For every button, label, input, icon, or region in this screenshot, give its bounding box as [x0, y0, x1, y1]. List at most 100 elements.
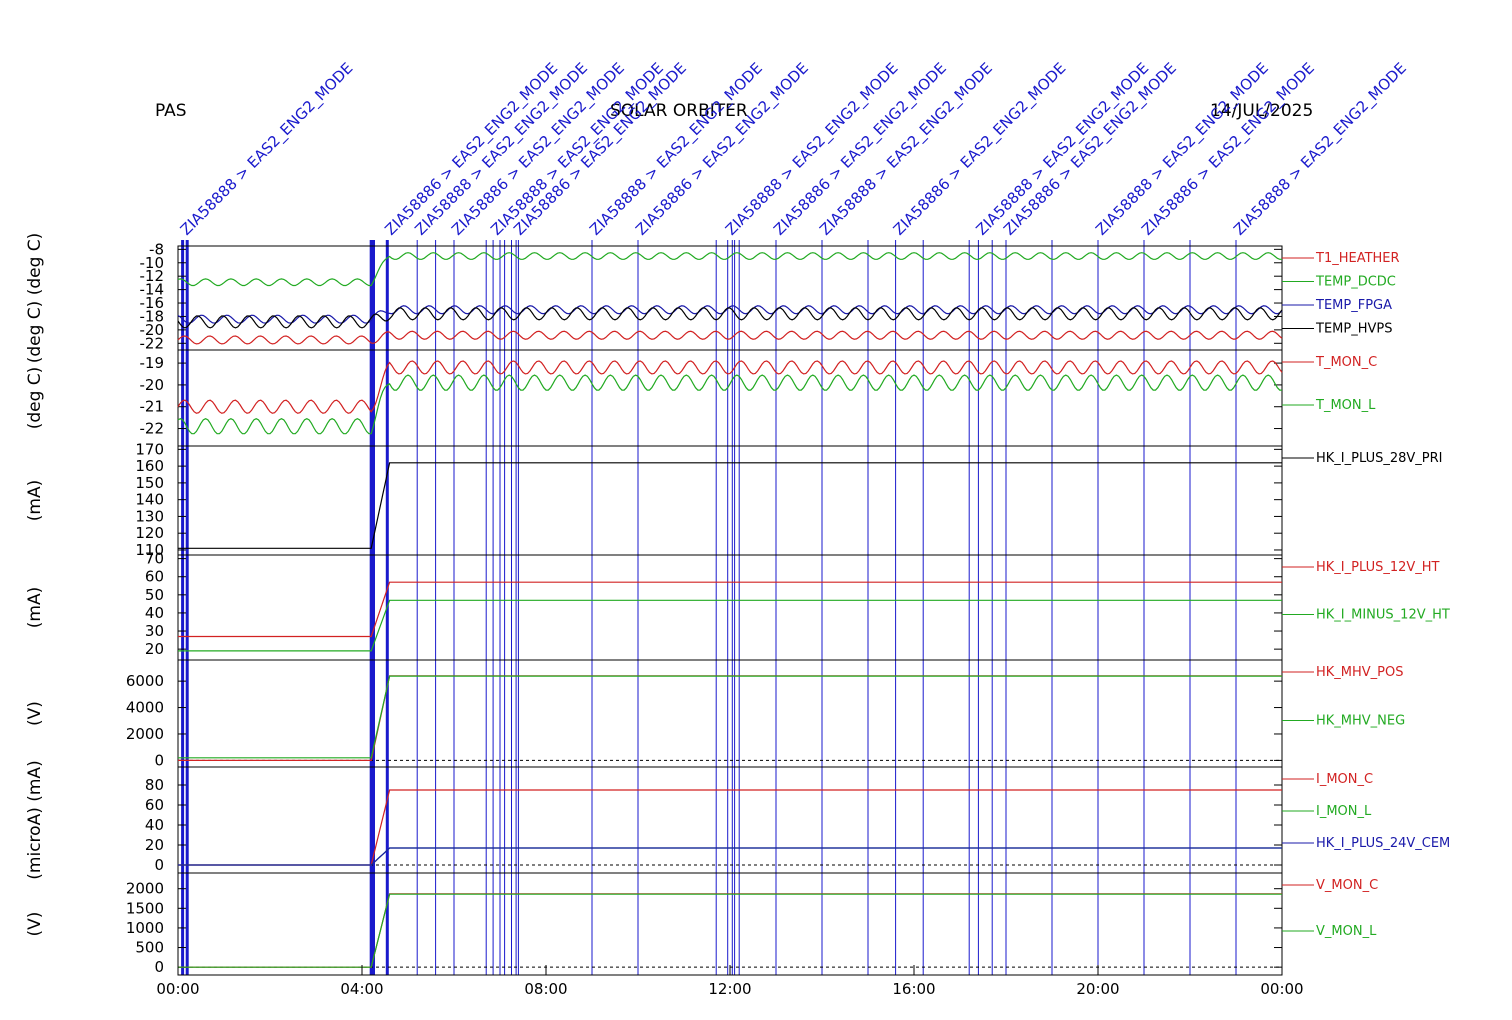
y-tick-label: -20 [140, 321, 165, 339]
y-tick-label: 0 [154, 958, 164, 976]
panel-1: -8-10-12-14-16-18-20-22 (deg C) (deg C) T1… [25, 233, 1400, 364]
y-axis-label: (deg C) [25, 367, 45, 430]
y-tick-label: -16 [140, 294, 165, 312]
y-tick-label: 70 [145, 550, 164, 568]
legend-label: TEMP_DCDC [1315, 275, 1396, 290]
y-tick-label: 6000 [126, 672, 164, 690]
event-label: ZIA58888 > EAS2_ENG2_MODE [177, 59, 357, 239]
y-tick-label: 2000 [126, 880, 164, 898]
series-line [178, 893, 1282, 968]
header-instrument: PAS [155, 101, 187, 121]
y-tick-label: -14 [140, 281, 165, 299]
series-line [178, 847, 1282, 866]
y-axis-label: (deg C) (deg C) [25, 233, 45, 364]
y-tick-label: 500 [135, 939, 164, 957]
y-tick-label: 30 [145, 622, 164, 640]
series-line [178, 847, 1282, 866]
y-axis-label: (microA) (mA) [25, 760, 45, 879]
legend-label: HK_I_PLUS_28V_PRI [1316, 451, 1442, 466]
panel-2: -19 -20 -21 -22 (deg C) T_MON_C T_MON_L [25, 349, 1377, 447]
legend-label: V_MON_C [1316, 878, 1378, 893]
header-date: 14/JUL/2025 [1210, 101, 1313, 121]
y-tick-label: 150 [135, 474, 164, 492]
legend-label: HK_I_MINUS_12V_HT [1316, 608, 1450, 623]
x-tick-label: 20:00 [1076, 980, 1119, 998]
y-tick-label: 80 [145, 776, 164, 794]
y-tick-label: 20 [145, 640, 164, 658]
series-line [177, 252, 1282, 287]
panel-frame [177, 245, 1283, 351]
series-line [177, 330, 1283, 345]
y-tick-label: -21 [140, 398, 165, 416]
event-markers: ZIA58888 > EAS2_ENG2_MODE ZIA58886 > EAS2… [177, 59, 1411, 975]
y-tick-label: -8 [149, 240, 164, 258]
legend-label: I_MON_C [1316, 772, 1373, 787]
series-line [178, 462, 1282, 549]
event-label: ZIA58888 > EAS2_ENG2_MODE [487, 59, 667, 239]
panel-frame [177, 872, 1283, 976]
series-line [177, 374, 1282, 435]
y-tick-label: 110 [135, 541, 164, 559]
series-line [178, 599, 1282, 652]
legend-label: HK_I_PLUS_24V_CEM [1316, 836, 1450, 851]
y-axis-label: (mA) [25, 587, 45, 628]
y-tick-label: 1500 [126, 899, 164, 917]
time-axis: 00:00 04:00 08:00 12:00 16:00 20:00 00:00 [156, 965, 1304, 998]
legend-label: HK_MHV_NEG [1316, 714, 1405, 729]
header-mission: SOLAR ORBITER [610, 101, 748, 121]
legend-label: T_MON_L [1315, 398, 1376, 413]
panel-6: 80 60 40 20 0 (microA) (mA) I_MON_C I_MON_L HK_I… [25, 760, 1450, 879]
y-tick-label: 60 [145, 796, 164, 814]
y-tick-label: 170 [135, 440, 164, 458]
panel-frame [177, 766, 1283, 874]
x-tick-label: 04:00 [340, 980, 383, 998]
series-line [178, 789, 1282, 866]
series-line [178, 675, 1282, 759]
y-tick-label: -18 [140, 307, 165, 325]
y-tick-label: -22 [140, 420, 165, 438]
series-line [177, 360, 1283, 414]
y-axis-label: (V) [25, 701, 45, 726]
y-tick-label: -20 [140, 376, 165, 394]
y-tick-label: 120 [135, 524, 164, 542]
x-tick-label: 12:00 [708, 980, 751, 998]
legend-label: V_MON_L [1316, 924, 1377, 939]
y-tick-label: -12 [140, 267, 165, 285]
legend-label: TEMP_HVPS [1315, 322, 1392, 337]
x-tick-label: 08:00 [524, 980, 567, 998]
legend-label: T_MON_C [1315, 355, 1377, 370]
legend-label: HK_MHV_POS [1316, 665, 1404, 680]
y-tick-label: 20 [145, 836, 164, 854]
y-tick-label: 40 [145, 604, 164, 622]
series-line [178, 675, 1282, 761]
y-tick-label: 60 [145, 568, 164, 586]
y-tick-label: 50 [145, 586, 164, 604]
series-line [177, 307, 1283, 329]
legend-label: TEMP_FPGA [1315, 298, 1392, 313]
x-tick-label: 16:00 [892, 980, 935, 998]
series-line [178, 581, 1282, 638]
y-tick-label: 130 [135, 507, 164, 525]
y-tick-label: 0 [154, 751, 164, 769]
panels: -8-10-12-14-16-18-20-22(deg C) (deg C) T1… [25, 233, 1450, 976]
y-tick-label: 160 [135, 457, 164, 475]
y-tick-label: 40 [145, 816, 164, 834]
y-tick-label: 2000 [126, 725, 164, 743]
series-line [177, 305, 1283, 324]
y-tick-label: 140 [135, 491, 164, 509]
x-tick-label: 00:00 [1260, 980, 1303, 998]
y-tick-label: 4000 [126, 699, 164, 717]
panel-5: 6000 4000 2000 0 (V) HK_MHV_POS HK_MHV_NEG [25, 659, 1405, 769]
legend-label: HK_I_PLUS_12V_HT [1316, 560, 1440, 575]
panel-frame [177, 554, 1283, 661]
y-tick-label: -22 [140, 334, 165, 352]
y-tick-label: 1000 [126, 919, 164, 937]
y-tick-label: -10 [140, 254, 165, 272]
legend-label: I_MON_L [1316, 804, 1372, 819]
y-tick-label: -19 [140, 354, 165, 372]
y-axis-label: (V) [25, 912, 45, 937]
x-tick-label: 00:00 [156, 980, 199, 998]
